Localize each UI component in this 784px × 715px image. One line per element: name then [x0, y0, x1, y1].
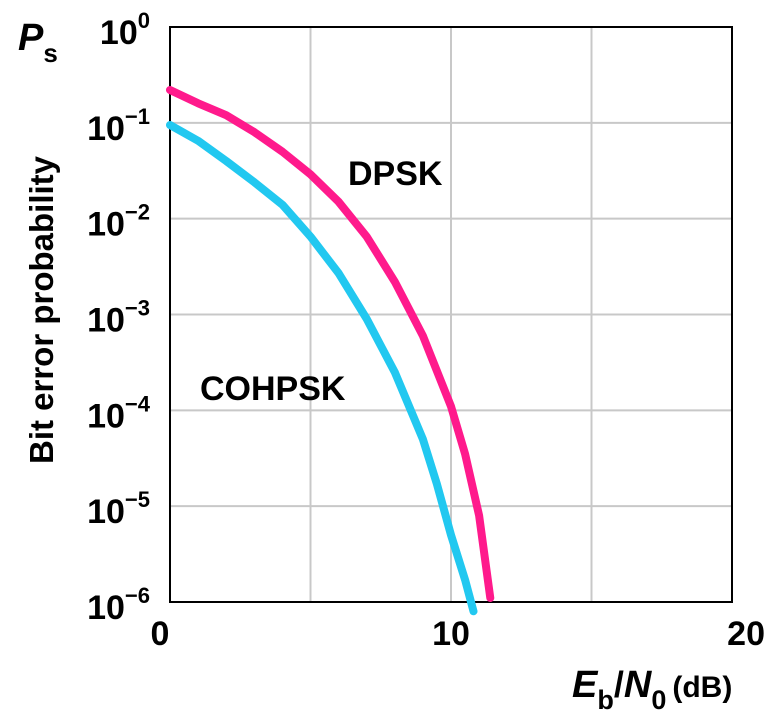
- y-tick-labels: 100 10−1 10−2 10−3 10−4 10−5 10−6: [87, 8, 151, 627]
- x-tick-label: 20: [727, 615, 765, 653]
- cohpsk-label: COHPSK: [200, 370, 346, 408]
- grid-lines: [170, 27, 732, 602]
- series-lines: [166, 86, 495, 616]
- y-tick-label: 10−1: [87, 104, 150, 148]
- series-dpsk: [166, 86, 495, 602]
- dpsk-label: DPSK: [348, 155, 443, 193]
- x-tick-label: 0: [151, 615, 170, 653]
- x-tick-label: 10: [432, 615, 470, 653]
- y-tick-label: 10−3: [87, 296, 150, 340]
- corner-label-ps: Ps: [18, 17, 58, 68]
- x-tick-labels: 0 10 20: [151, 615, 765, 653]
- y-tick-label: 10−4: [87, 391, 151, 435]
- y-tick-label: 10−5: [87, 487, 150, 531]
- plot-frame: [169, 26, 733, 603]
- y-axis-label: Bit error probability: [23, 155, 60, 464]
- y-tick-label: 100: [100, 8, 150, 52]
- series-cohpsk: [166, 121, 478, 616]
- y-tick-label: 10−6: [87, 583, 150, 627]
- x-axis-label: Eb/N0 (dB): [572, 664, 732, 715]
- y-tick-label: 10−2: [87, 200, 150, 244]
